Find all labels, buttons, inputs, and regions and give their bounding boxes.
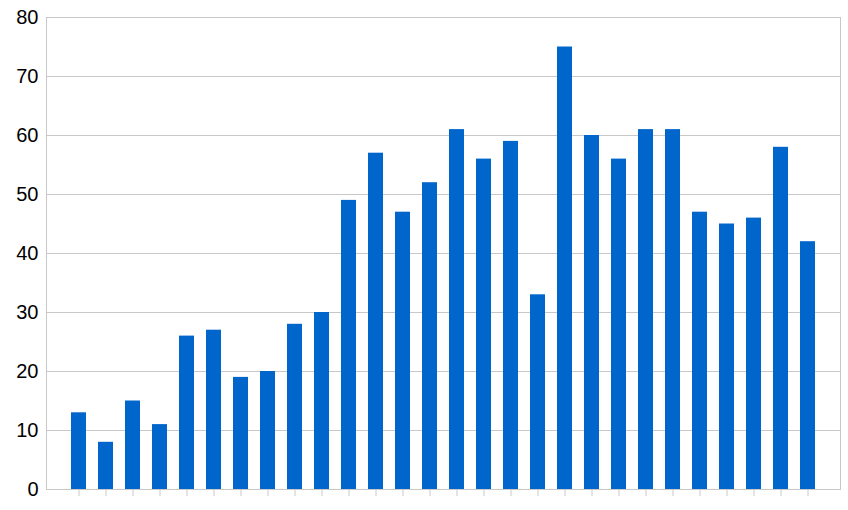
svg-text:60: 60	[16, 124, 38, 146]
svg-text:50: 50	[16, 183, 38, 205]
svg-text:30: 30	[16, 301, 38, 323]
svg-text:10: 10	[16, 419, 38, 441]
svg-text:40: 40	[16, 242, 38, 264]
svg-text:20: 20	[16, 360, 38, 382]
svg-text:0: 0	[27, 478, 38, 500]
svg-text:80: 80	[16, 6, 38, 28]
svg-text:70: 70	[16, 65, 38, 87]
